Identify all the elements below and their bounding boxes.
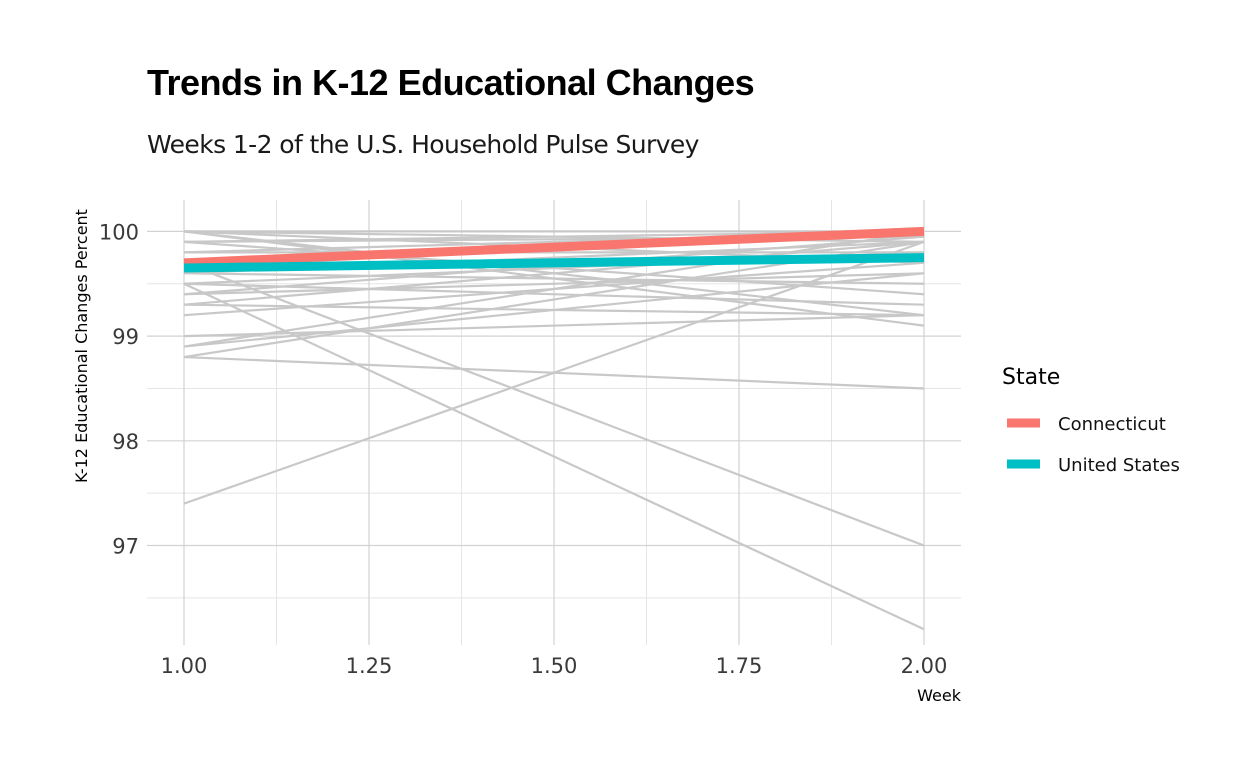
background-series-line — [183, 272, 925, 296]
highlight-series — [183, 226, 925, 273]
y-tick-label: 98 — [112, 430, 139, 454]
background-series-line — [183, 314, 925, 338]
legend-label: United States — [1058, 455, 1180, 476]
legend: State Connecticut United States — [1002, 365, 1180, 476]
x-tick-label: 1.50 — [531, 654, 578, 678]
x-axis-title: Week — [917, 686, 962, 705]
x-tick-label: 1.25 — [346, 654, 393, 678]
legend-label: Connecticut — [1058, 414, 1166, 435]
legend-title: State — [1002, 365, 1060, 390]
background-series-line — [183, 282, 925, 631]
y-tick-label: 99 — [112, 325, 139, 349]
x-tick-label: 1.75 — [716, 654, 763, 678]
background-series-line — [183, 282, 925, 306]
x-tick-label: 1.00 — [161, 654, 208, 678]
y-axis-ticks: 97 98 99 100 — [99, 220, 139, 558]
y-tick-label: 97 — [112, 535, 139, 559]
x-axis-ticks: 1.00 1.25 1.50 1.75 2.00 — [161, 654, 948, 678]
series-line-united-states — [183, 253, 925, 273]
background-series-line — [183, 230, 925, 348]
background-series-line — [183, 240, 925, 296]
y-axis-title: K-12 Educational Changes Percent — [72, 209, 91, 483]
y-tick-label: 100 — [99, 220, 139, 244]
background-series-line — [183, 230, 925, 327]
x-tick-label: 2.00 — [901, 654, 948, 678]
background-series-line — [183, 261, 925, 547]
series-line-connecticut — [183, 226, 925, 268]
chart-title: Trends in K-12 Educational Changes — [147, 62, 755, 103]
background-series-line — [183, 240, 925, 306]
chart-subtitle: Weeks 1-2 of the U.S. Household Pulse Su… — [147, 130, 699, 159]
